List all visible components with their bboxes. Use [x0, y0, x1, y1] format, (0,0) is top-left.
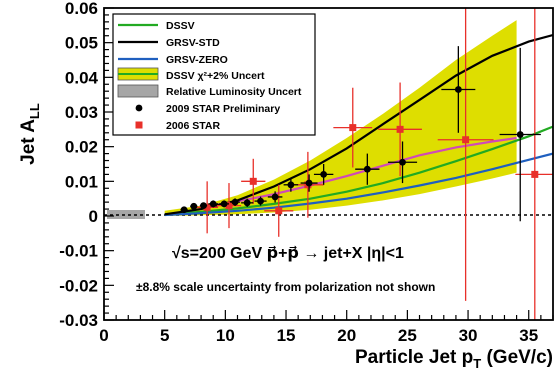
y-tick-label: -0.01 — [59, 242, 98, 261]
y-tick-label: 0.02 — [65, 138, 98, 157]
luminosity-uncert-layer — [107, 210, 145, 219]
y-tick-label: 0 — [89, 207, 98, 226]
star-2009-point — [190, 202, 198, 210]
marker-circle — [305, 179, 313, 187]
relative-luminosity-uncert-box — [107, 210, 145, 219]
legend-label-star-2009: 2009 STAR Preliminary — [166, 103, 280, 115]
legend-label-dssv-band: DSSV χ²+2% Uncert — [166, 70, 265, 82]
star-2006-point — [241, 158, 266, 204]
uncertainty-band-layer — [164, 20, 517, 217]
x-tick-label: 35 — [519, 326, 538, 345]
marker-circle — [209, 200, 217, 208]
curve-grsv-zero — [164, 152, 553, 217]
kinematics-annotation: √s=200 GeV p⃗+p⃗ → jet+X |η|<1 — [172, 245, 404, 262]
x-tick-label: 15 — [277, 326, 296, 345]
x-tick-label: 10 — [216, 326, 235, 345]
x-tick-label: 20 — [337, 326, 356, 345]
legend-swatch-luminosity — [117, 84, 159, 98]
legend-marker-star-2006 — [135, 121, 143, 129]
marker-circle — [220, 200, 228, 208]
marker-circle — [454, 86, 462, 93]
star-2006-point — [437, 8, 494, 301]
marker-square — [396, 125, 404, 133]
star-2009-point — [199, 202, 208, 210]
y-tick-label: -0.03 — [59, 311, 98, 330]
legend-label-star-2006: 2006 STAR — [166, 120, 220, 132]
star-2009-point — [241, 198, 254, 207]
marker-circle — [363, 165, 371, 173]
star-2009-point — [254, 196, 267, 206]
marker-square — [531, 170, 539, 178]
x-axis: 0 5 10 15 20 25 30 35 — [99, 310, 554, 345]
polarization-note: ±8.8% scale uncertainty from polarizatio… — [136, 280, 435, 294]
x-tick-label: 5 — [160, 326, 169, 345]
star-2006-point — [515, 8, 553, 320]
marker-circle — [271, 193, 279, 201]
star-2009-point — [219, 200, 229, 208]
star-2009-point — [387, 141, 418, 184]
y-tick-label: 0.04 — [65, 68, 99, 87]
star-2009-point — [180, 206, 188, 214]
y-axis-label: Jet ALL — [18, 103, 42, 165]
star-2009-point — [208, 200, 219, 208]
star-2009-point — [313, 164, 334, 185]
dssv-uncert-band — [164, 20, 517, 217]
marker-circle — [180, 206, 188, 214]
x-tick-label: 25 — [398, 326, 417, 345]
marker-circle — [200, 202, 207, 210]
x-axis-label: Particle Jet pT (GeV/c) — [355, 347, 553, 371]
legend: DSSV GRSV-STD GRSV-ZERO DSSV χ²+2% Uncer… — [112, 13, 316, 136]
star-2006-point — [196, 181, 219, 234]
y-tick-label: -0.02 — [59, 276, 98, 295]
star-2006-point — [264, 184, 294, 237]
star-2009-point — [267, 191, 283, 203]
marker-circle — [243, 199, 251, 207]
legend-label-grsv-std: GRSV-STD — [166, 37, 220, 49]
marker-circle — [190, 202, 198, 210]
marker-circle — [320, 171, 328, 178]
marker-circle — [516, 131, 524, 138]
legend-label-dssv: DSSV — [166, 20, 195, 32]
legend-label-grsv-zero: GRSV-ZERO — [166, 54, 228, 66]
legend-marker-star-2009 — [135, 104, 143, 112]
marker-square — [462, 136, 470, 144]
star-2009-point — [230, 198, 240, 206]
marker-circle — [257, 197, 264, 205]
y-tick-label: 0.06 — [65, 0, 98, 18]
star-2006-point — [333, 87, 373, 168]
y-tick-label: 0.05 — [65, 34, 98, 53]
y-axis: 0.06 0.05 0.04 0.03 0.02 0.01 0 -0.01 -0.02 -0.03 — [59, 0, 114, 330]
marker-square — [203, 203, 211, 211]
marker-square — [275, 207, 283, 215]
x-tick-label: 30 — [459, 326, 478, 345]
star-2009-point — [283, 177, 299, 192]
star-2009-point — [300, 174, 318, 192]
legend-label-luminosity: Relative Luminosity Uncert — [166, 86, 302, 98]
marker-square — [249, 177, 257, 185]
x-tick-label: 0 — [99, 326, 108, 345]
marker-square — [225, 202, 233, 210]
marker-circle — [287, 181, 295, 189]
data-points-layer — [180, 8, 553, 320]
y-tick-label: 0.03 — [65, 103, 98, 122]
star-2006-point — [216, 183, 242, 229]
y-tick-label: 0.01 — [65, 172, 98, 191]
plot-frame — [103, 7, 554, 321]
marker-circle — [231, 198, 239, 206]
star-2009-point — [499, 47, 541, 222]
star-2009-point — [441, 46, 476, 133]
marker-square — [349, 124, 357, 132]
star-2009-point — [355, 153, 380, 185]
marker-circle — [399, 158, 406, 166]
